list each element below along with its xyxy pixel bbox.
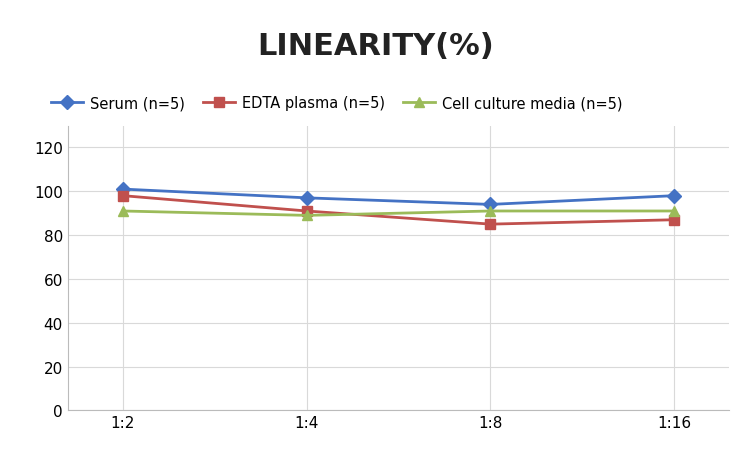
EDTA plasma (n=5) [302, 209, 311, 214]
EDTA plasma (n=5) [118, 193, 127, 199]
EDTA plasma (n=5) [670, 217, 679, 223]
Text: LINEARITY(%): LINEARITY(%) [258, 32, 494, 60]
Cell culture media (n=5) [118, 209, 127, 214]
Legend: Serum (n=5), EDTA plasma (n=5), Cell culture media (n=5): Serum (n=5), EDTA plasma (n=5), Cell cul… [45, 90, 628, 117]
Line: EDTA plasma (n=5): EDTA plasma (n=5) [118, 191, 679, 230]
Line: Serum (n=5): Serum (n=5) [118, 185, 679, 210]
Serum (n=5) [118, 187, 127, 193]
Cell culture media (n=5) [670, 209, 679, 214]
Serum (n=5) [302, 196, 311, 201]
Cell culture media (n=5) [486, 209, 495, 214]
Serum (n=5) [486, 202, 495, 207]
Line: Cell culture media (n=5): Cell culture media (n=5) [118, 207, 679, 221]
Cell culture media (n=5) [302, 213, 311, 219]
Serum (n=5) [670, 193, 679, 199]
EDTA plasma (n=5) [486, 222, 495, 227]
